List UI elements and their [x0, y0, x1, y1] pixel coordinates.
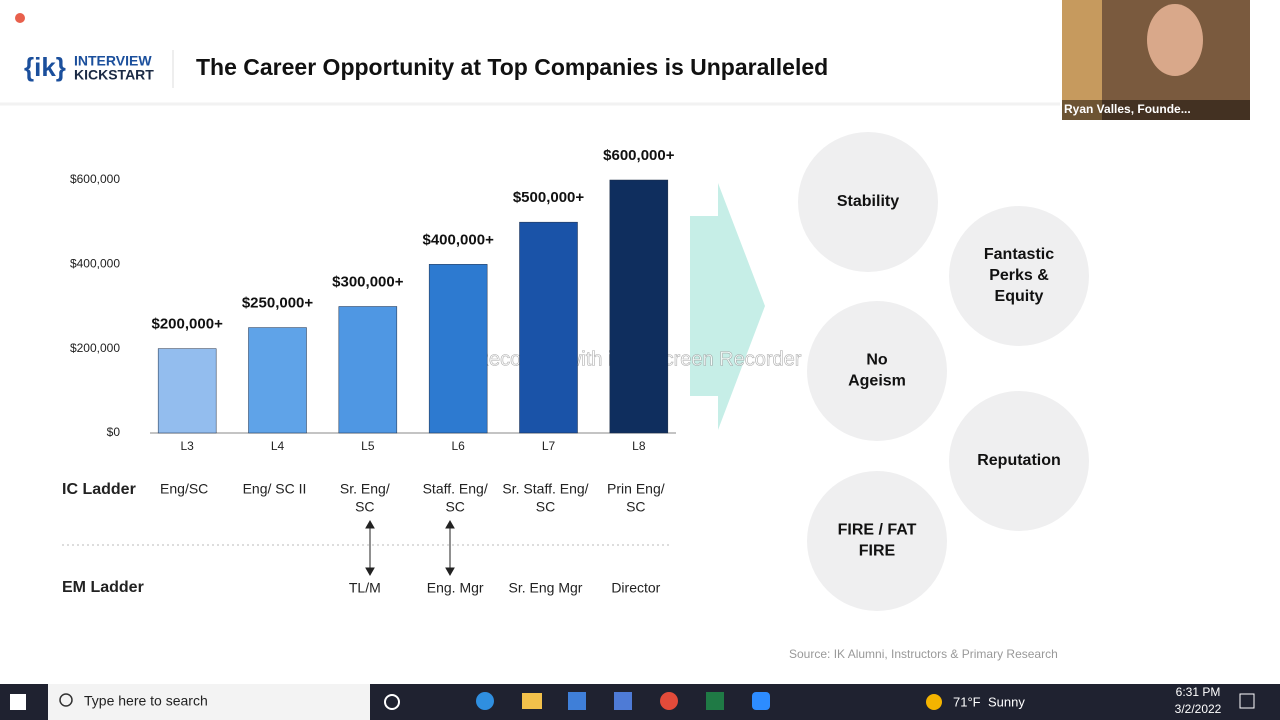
- bar: [519, 221, 578, 434]
- ic-role: Eng/SC: [160, 481, 208, 497]
- excel-icon[interactable]: [706, 692, 724, 710]
- arrow: [690, 183, 765, 430]
- weather-icon: [926, 694, 942, 710]
- x-tick-label: L4: [271, 439, 285, 453]
- benefit-label: Perks &: [989, 267, 1049, 284]
- value-label: $250,000+: [242, 295, 314, 312]
- video-person: [1147, 4, 1203, 76]
- ic-role: Sr. Eng/: [340, 481, 390, 497]
- em-role: TL/M: [349, 580, 381, 596]
- chrome-icon[interactable]: [660, 692, 678, 710]
- temperature: 71°F: [953, 694, 981, 709]
- x-tick-label: L8: [632, 439, 646, 453]
- x-tick-label: L3: [180, 439, 194, 453]
- y-tick-label: $200,000: [70, 341, 120, 355]
- ladder-arrows: [365, 519, 455, 577]
- bar: [157, 348, 217, 434]
- record-dot: [15, 13, 25, 23]
- y-tick-label: $400,000: [70, 257, 120, 271]
- value-label: $400,000+: [423, 231, 495, 248]
- video-caption-bg: [1062, 100, 1250, 120]
- weather: Sunny: [988, 694, 1025, 709]
- explorer-icon[interactable]: [522, 693, 542, 709]
- search-box[interactable]: [48, 684, 370, 720]
- x-tick-label: L5: [361, 439, 375, 453]
- ic-role: SC: [626, 499, 645, 515]
- clock-time: 6:31 PM: [1176, 685, 1221, 699]
- clock-date: 3/2/2022: [1175, 702, 1222, 716]
- ic-role: Staff. Eng/: [423, 481, 488, 497]
- em-role: Director: [611, 580, 660, 596]
- benefit-circle: [798, 132, 938, 272]
- value-label: $500,000+: [513, 189, 585, 206]
- ladder-label: IC Ladder: [62, 481, 136, 498]
- x-tick-label: L7: [542, 439, 556, 453]
- benefit-label: Equity: [995, 288, 1044, 305]
- y-tick-label: $600,000: [70, 172, 120, 186]
- benefit-circle: [949, 206, 1089, 346]
- ic-role: Sr. Staff. Eng/: [502, 481, 588, 497]
- em-role: Eng. Mgr: [427, 580, 484, 596]
- bar: [338, 306, 398, 434]
- benefit-label: Stability: [837, 193, 899, 210]
- y-tick-label: $0: [107, 425, 121, 439]
- notifications[interactable]: [1239, 693, 1255, 709]
- defender-icon[interactable]: [614, 692, 632, 710]
- logo-mark: {ik}: [24, 52, 66, 82]
- zoom-icon[interactable]: [752, 692, 770, 710]
- value-label: $300,000+: [332, 273, 404, 290]
- benefit-label: FIRE: [859, 543, 896, 560]
- x-tick-label: L6: [451, 439, 465, 453]
- search-icon: [59, 693, 73, 707]
- bar: [248, 327, 307, 434]
- benefit-circle: [949, 391, 1089, 531]
- benefit-label: Reputation: [977, 452, 1061, 469]
- value-label: $200,000+: [152, 316, 224, 333]
- ic-role: SC: [536, 499, 555, 515]
- start-button[interactable]: [10, 694, 26, 710]
- bar: [609, 179, 669, 434]
- ic-role: Prin Eng/: [607, 481, 665, 497]
- benefit-label: No: [866, 352, 888, 369]
- search-placeholder: Type here to search: [84, 693, 208, 709]
- ladder-label: EM Ladder: [62, 579, 144, 596]
- value-label: $600,000+: [603, 147, 675, 164]
- benefit-label: FIRE / FAT: [838, 522, 917, 539]
- logo-text: INTERVIEW: [74, 53, 152, 69]
- benefit-circle: [807, 471, 947, 611]
- benefit-label: Fantastic: [984, 246, 1054, 263]
- benefit-circle: [807, 301, 947, 441]
- benefit-label: Ageism: [848, 373, 906, 390]
- video-bg: [1062, 0, 1102, 120]
- em-role: Sr. Eng Mgr: [509, 580, 583, 596]
- ic-role: SC: [355, 499, 374, 515]
- store-icon[interactable]: [568, 692, 586, 710]
- ic-role: SC: [445, 499, 464, 515]
- logo-text: KICKSTART: [74, 67, 154, 83]
- video-name: Ryan Valles, Founde...: [1064, 102, 1191, 116]
- slide-title: The Career Opportunity at Top Companies …: [196, 54, 828, 80]
- cortana[interactable]: [384, 694, 400, 710]
- bar: [428, 264, 488, 434]
- edge-icon[interactable]: [476, 692, 494, 710]
- source: Source: IK Alumni, Instructors & Primary…: [789, 647, 1058, 661]
- ic-role: Eng/ SC II: [243, 481, 307, 497]
